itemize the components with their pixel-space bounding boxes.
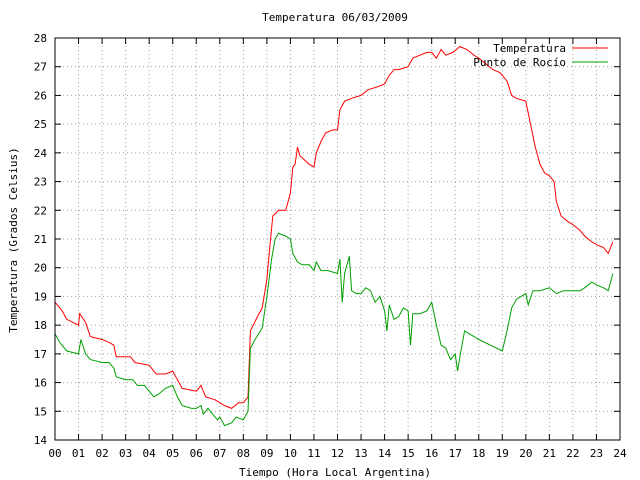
x-tick-label: 06 (190, 447, 203, 460)
series-lines (54, 46, 614, 427)
chart-title: Temperatura 06/03/2009 (262, 11, 408, 24)
x-tick-label: 13 (354, 447, 367, 460)
y-tick-label: 23 (34, 176, 47, 189)
x-tick-label: 02 (95, 447, 108, 460)
y-tick-label: 21 (34, 233, 47, 246)
x-tick-label: 21 (543, 447, 556, 460)
x-tick-label: 09 (260, 447, 273, 460)
series-line-temperatura (54, 46, 614, 409)
y-tick-label: 18 (34, 319, 47, 332)
y-tick-label: 16 (34, 377, 47, 390)
x-axis-ticks: 00 01 02 03 04 05 06 07 08 09 10 11 12 13 14 15 16 17 18 19… (48, 38, 627, 460)
y-axis-label: Temperatura (Grados Celsius) (7, 147, 20, 332)
x-tick-label: 12 (331, 447, 344, 460)
x-tick-label: 23 (590, 447, 603, 460)
y-tick-label: 15 (34, 405, 47, 418)
x-tick-label: 24 (613, 447, 627, 460)
y-tick-label: 27 (34, 61, 47, 74)
x-tick-label: 00 (48, 447, 61, 460)
x-tick-label: 07 (213, 447, 226, 460)
y-tick-label: 20 (34, 262, 47, 275)
x-tick-label: 17 (449, 447, 462, 460)
grid (55, 38, 620, 440)
x-tick-label: 01 (72, 447, 85, 460)
x-tick-label: 20 (519, 447, 532, 460)
y-axis-ticks: 14 15 16 17 18 19 20 21 22 23 24 25 26 27 28 (34, 32, 620, 447)
series-line-punto-de-rocio (54, 232, 614, 427)
y-tick-label: 19 (34, 290, 47, 303)
x-axis-label: Tiempo (Hora Local Argentina) (239, 466, 431, 479)
legend-label: Temperatura (493, 42, 566, 55)
x-tick-label: 03 (119, 447, 132, 460)
y-tick-label: 26 (34, 89, 47, 102)
x-tick-label: 05 (166, 447, 179, 460)
y-tick-label: 28 (34, 32, 47, 45)
x-tick-label: 04 (143, 447, 157, 460)
x-tick-label: 22 (566, 447, 579, 460)
x-tick-label: 08 (237, 447, 250, 460)
legend-label: Punto de Rocío (473, 56, 566, 69)
x-tick-label: 18 (472, 447, 485, 460)
x-tick-label: 10 (284, 447, 297, 460)
y-tick-label: 17 (34, 348, 47, 361)
y-tick-label: 22 (34, 204, 47, 217)
y-tick-label: 25 (34, 118, 47, 131)
x-tick-label: 16 (425, 447, 438, 460)
x-tick-label: 14 (378, 447, 392, 460)
y-tick-label: 14 (34, 434, 48, 447)
y-tick-label: 24 (34, 147, 48, 160)
x-tick-label: 15 (402, 447, 415, 460)
x-tick-label: 19 (496, 447, 509, 460)
x-tick-label: 11 (307, 447, 320, 460)
